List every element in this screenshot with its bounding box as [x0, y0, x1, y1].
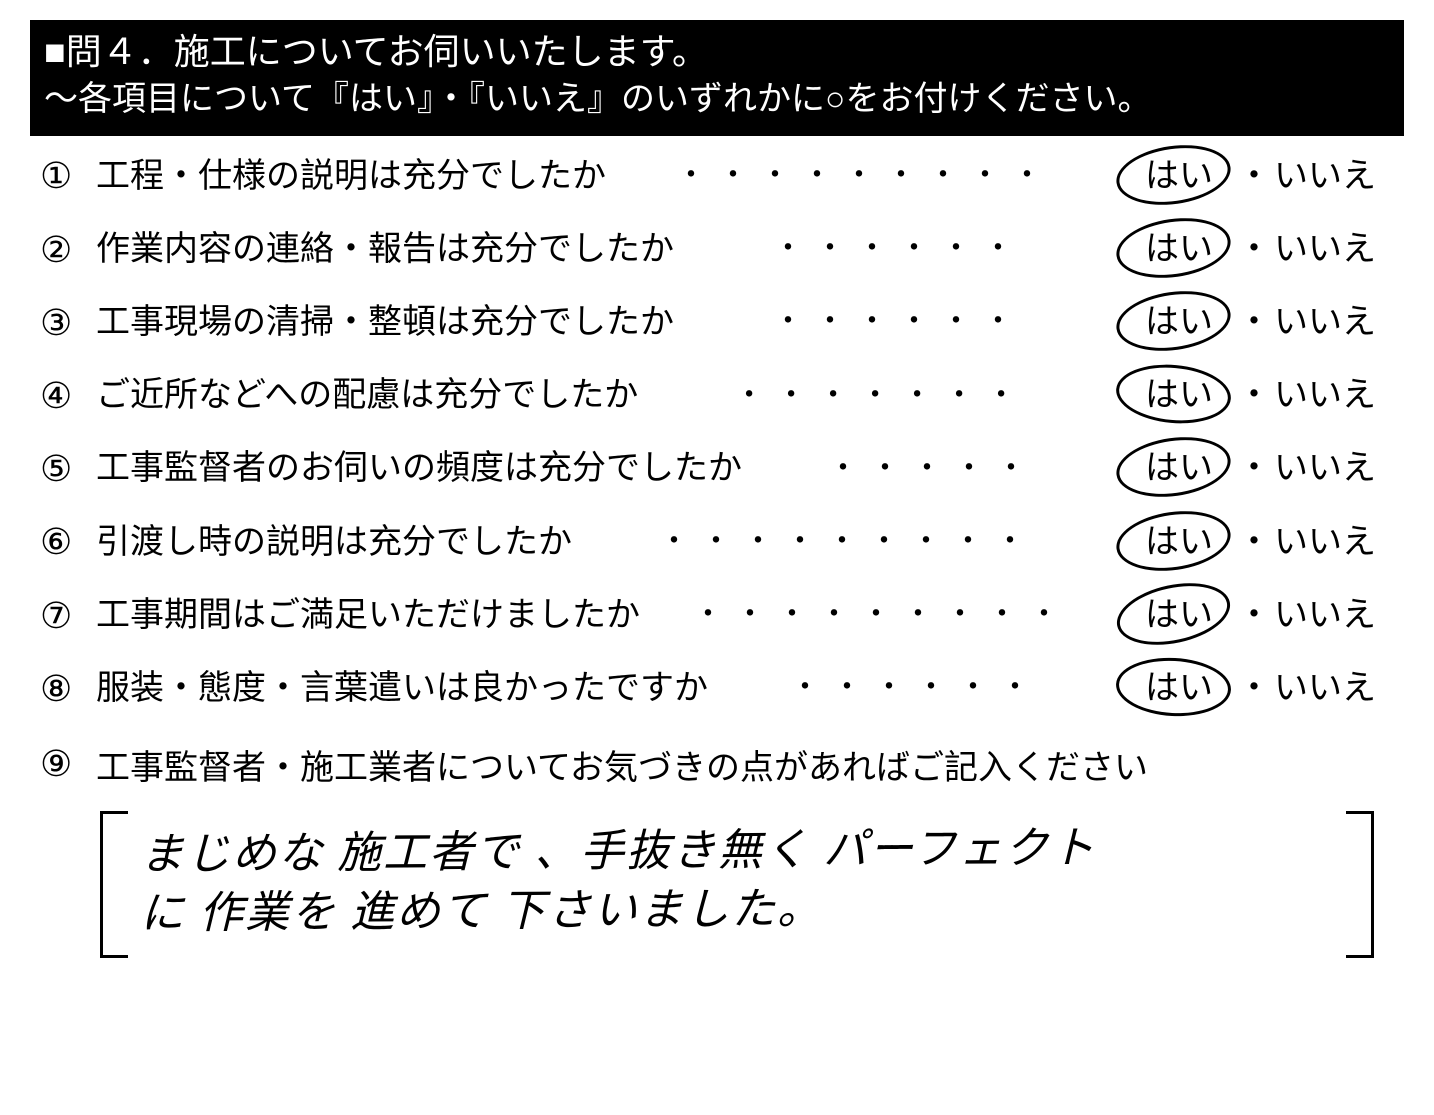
answer-yes[interactable]: はい — [1124, 595, 1234, 636]
question-text: 作業内容の連絡・報告は充分でしたか — [96, 229, 674, 270]
leader-dots: ・・・・・・ — [674, 304, 1124, 340]
answer-yes[interactable]: はい — [1124, 522, 1234, 563]
question-text: ご近所などへの配慮は充分でしたか — [96, 375, 638, 416]
handwritten-line: に 作業を 進めて 下さいました。 — [140, 876, 1334, 944]
yes-label: はい — [1145, 596, 1213, 634]
question-number: ⑤ — [40, 447, 96, 490]
answer-separator: ・ — [1234, 448, 1274, 489]
question-header: ■問４．施工についてお伺いいたします。 ～各項目について『はい』・『いいえ』のい… — [30, 20, 1404, 136]
question-row: ① 工程・仕様の説明は充分でしたか ・・・・・・・・・ はい ・ いいえ — [40, 154, 1394, 197]
question-number: ② — [40, 228, 96, 271]
question-number: ③ — [40, 301, 96, 344]
header-instruction: ～各項目について『はい』・『いいえ』のいずれかに○をお付けください。 — [44, 77, 1390, 123]
leader-dots: ・・・・・・ — [674, 231, 1124, 267]
question-row: ③ 工事現場の清掃・整頓は充分でしたか ・・・・・・ はい ・ いいえ — [40, 301, 1394, 344]
handwritten-line: まじめな 施工者で 、手抜き無く パーフェクト — [140, 817, 1334, 885]
question-number: ⑦ — [40, 594, 96, 637]
answer-no[interactable]: いいえ — [1274, 522, 1394, 563]
question-row-freeform: ⑨ 工事監督者・施工業者についてお気づきの点があればご記入ください — [40, 740, 1394, 789]
question-text: 工事監督者・施工業者についてお気づきの点があればご記入ください — [96, 740, 1148, 789]
answer-separator: ・ — [1234, 156, 1274, 197]
leader-dots: ・・・・・・・ — [638, 378, 1124, 414]
answer-yes[interactable]: はい — [1124, 229, 1234, 270]
answer-no[interactable]: いいえ — [1274, 595, 1394, 636]
right-bracket-icon — [1346, 811, 1374, 958]
question-text: 服装・態度・言葉遣いは良かったですか — [96, 668, 708, 709]
yes-label: はい — [1145, 449, 1213, 487]
leader-dots: ・・・・・・・・・ — [606, 158, 1124, 194]
question-row: ② 作業内容の連絡・報告は充分でしたか ・・・・・・ はい ・ いいえ — [40, 228, 1394, 271]
answer-no[interactable]: いいえ — [1274, 668, 1394, 709]
yes-label: はい — [1145, 230, 1213, 268]
header-title: ■問４．施工についてお伺いいたします。 — [44, 28, 1390, 77]
left-bracket-icon — [100, 811, 128, 958]
question-list: ① 工程・仕様の説明は充分でしたか ・・・・・・・・・ はい ・ いいえ ② 作… — [30, 154, 1404, 957]
question-number: ⑥ — [40, 520, 96, 563]
answer-yes[interactable]: はい — [1124, 668, 1234, 709]
leader-dots: ・・・・・ — [742, 451, 1124, 487]
yes-label: はい — [1145, 669, 1213, 707]
answer-no[interactable]: いいえ — [1274, 156, 1394, 197]
question-text: 引渡し時の説明は充分でしたか — [96, 522, 572, 563]
yes-label: はい — [1145, 303, 1213, 341]
question-number: ④ — [40, 374, 96, 417]
leader-dots: ・・・・・・ — [708, 670, 1124, 706]
question-text: 工事期間はご満足いただけましたか — [96, 595, 640, 636]
answer-yes[interactable]: はい — [1124, 375, 1234, 416]
answer-separator: ・ — [1234, 668, 1274, 709]
yes-label: はい — [1145, 523, 1213, 561]
question-text: 工程・仕様の説明は充分でしたか — [96, 156, 606, 197]
answer-separator: ・ — [1234, 595, 1274, 636]
question-row: ⑧ 服装・態度・言葉遣いは良かったですか ・・・・・・ はい ・ いいえ — [40, 667, 1394, 710]
leader-dots: ・・・・・・・・・ — [640, 597, 1124, 633]
answer-separator: ・ — [1234, 522, 1274, 563]
yes-label: はい — [1145, 157, 1213, 195]
freeform-answer-box[interactable]: まじめな 施工者で 、手抜き無く パーフェクト に 作業を 進めて 下さいました… — [100, 811, 1374, 958]
yes-label: はい — [1145, 376, 1213, 414]
answer-no[interactable]: いいえ — [1274, 375, 1394, 416]
answer-separator: ・ — [1234, 229, 1274, 270]
answer-separator: ・ — [1234, 375, 1274, 416]
answer-no[interactable]: いいえ — [1274, 448, 1394, 489]
question-text: 工事監督者のお伺いの頻度は充分でしたか — [96, 448, 742, 489]
question-row: ⑥ 引渡し時の説明は充分でしたか ・・・・・・・・・ はい ・ いいえ — [40, 520, 1394, 563]
answer-separator: ・ — [1234, 302, 1274, 343]
question-text: 工事現場の清掃・整頓は充分でしたか — [96, 302, 674, 343]
question-row: ⑤ 工事監督者のお伺いの頻度は充分でしたか ・・・・・ はい ・ いいえ — [40, 447, 1394, 490]
answer-yes[interactable]: はい — [1124, 156, 1234, 197]
leader-dots: ・・・・・・・・・ — [572, 524, 1124, 560]
answer-no[interactable]: いいえ — [1274, 229, 1394, 270]
question-number: ① — [40, 154, 96, 197]
question-row: ⑦ 工事期間はご満足いただけましたか ・・・・・・・・・ はい ・ いいえ — [40, 594, 1394, 637]
question-number: ⑧ — [40, 667, 96, 710]
question-number: ⑨ — [40, 743, 96, 785]
answer-yes[interactable]: はい — [1124, 448, 1234, 489]
answer-yes[interactable]: はい — [1124, 302, 1234, 343]
question-row: ④ ご近所などへの配慮は充分でしたか ・・・・・・・ はい ・ いいえ — [40, 374, 1394, 417]
answer-no[interactable]: いいえ — [1274, 302, 1394, 343]
